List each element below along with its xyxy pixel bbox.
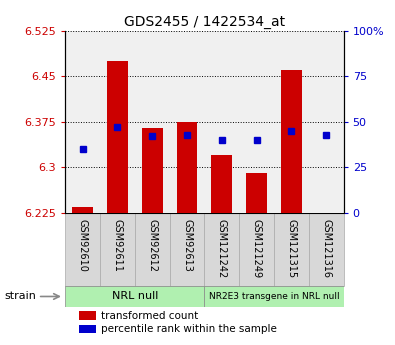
Bar: [246, 174, 267, 213]
Text: GSM121249: GSM121249: [252, 219, 261, 278]
FancyBboxPatch shape: [65, 286, 205, 307]
FancyBboxPatch shape: [274, 213, 309, 286]
Bar: [177, 122, 198, 213]
Bar: [211, 155, 232, 213]
Bar: [281, 70, 302, 213]
FancyBboxPatch shape: [205, 286, 344, 307]
Text: GSM92613: GSM92613: [182, 219, 192, 272]
Text: GSM92611: GSM92611: [113, 219, 122, 272]
FancyBboxPatch shape: [309, 213, 344, 286]
FancyBboxPatch shape: [239, 213, 274, 286]
Text: GSM92610: GSM92610: [77, 219, 88, 272]
Bar: [107, 61, 128, 213]
FancyBboxPatch shape: [169, 213, 205, 286]
Text: GSM121242: GSM121242: [217, 219, 227, 278]
FancyBboxPatch shape: [135, 213, 169, 286]
Text: strain: strain: [4, 292, 36, 302]
Text: GSM92612: GSM92612: [147, 219, 157, 272]
Bar: [79, 312, 96, 320]
FancyBboxPatch shape: [100, 213, 135, 286]
Text: GSM121315: GSM121315: [286, 219, 296, 278]
Text: transformed count: transformed count: [102, 310, 199, 321]
FancyBboxPatch shape: [65, 213, 100, 286]
Text: NR2E3 transgene in NRL null: NR2E3 transgene in NRL null: [209, 292, 339, 301]
Title: GDS2455 / 1422534_at: GDS2455 / 1422534_at: [124, 14, 285, 29]
Bar: [142, 128, 163, 213]
Text: GSM121316: GSM121316: [321, 219, 331, 278]
Text: NRL null: NRL null: [112, 292, 158, 302]
Bar: [72, 207, 93, 213]
Bar: [79, 325, 96, 333]
FancyBboxPatch shape: [205, 213, 239, 286]
Text: percentile rank within the sample: percentile rank within the sample: [102, 324, 277, 334]
